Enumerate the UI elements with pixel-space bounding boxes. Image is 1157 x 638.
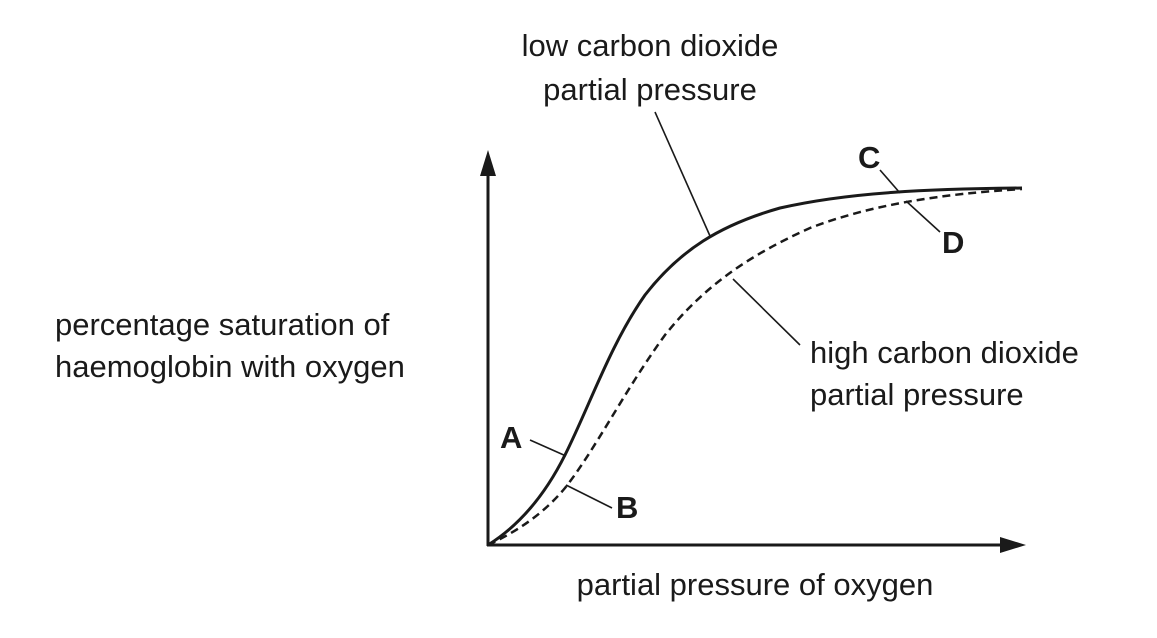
- leader-line: [905, 200, 941, 233]
- x-axis-label: partial pressure of oxygen: [577, 567, 934, 602]
- y-arrow: [480, 150, 496, 176]
- high-co2-curve: [487, 187, 1023, 547]
- point-label: A: [500, 420, 522, 455]
- leader-line: [654, 111, 711, 237]
- x-arrow: [1000, 537, 1026, 553]
- point-label: B: [616, 490, 638, 525]
- point-label: D: [942, 225, 964, 260]
- leader-line: [529, 439, 567, 457]
- low-co2-curve: [487, 186, 1023, 547]
- leader-line: [565, 484, 613, 509]
- point-label: C: [858, 140, 880, 175]
- curve-label: partial pressure: [543, 72, 757, 107]
- y-axis-label: haemoglobin with oxygen: [55, 349, 405, 384]
- curve-label: low carbon dioxide: [522, 28, 779, 63]
- leader-line: [879, 169, 901, 194]
- y-axis-label: percentage saturation of: [55, 307, 390, 342]
- leader-line: [732, 278, 801, 346]
- curve-label: high carbon dioxide: [810, 335, 1079, 370]
- curve-label: partial pressure: [810, 377, 1024, 412]
